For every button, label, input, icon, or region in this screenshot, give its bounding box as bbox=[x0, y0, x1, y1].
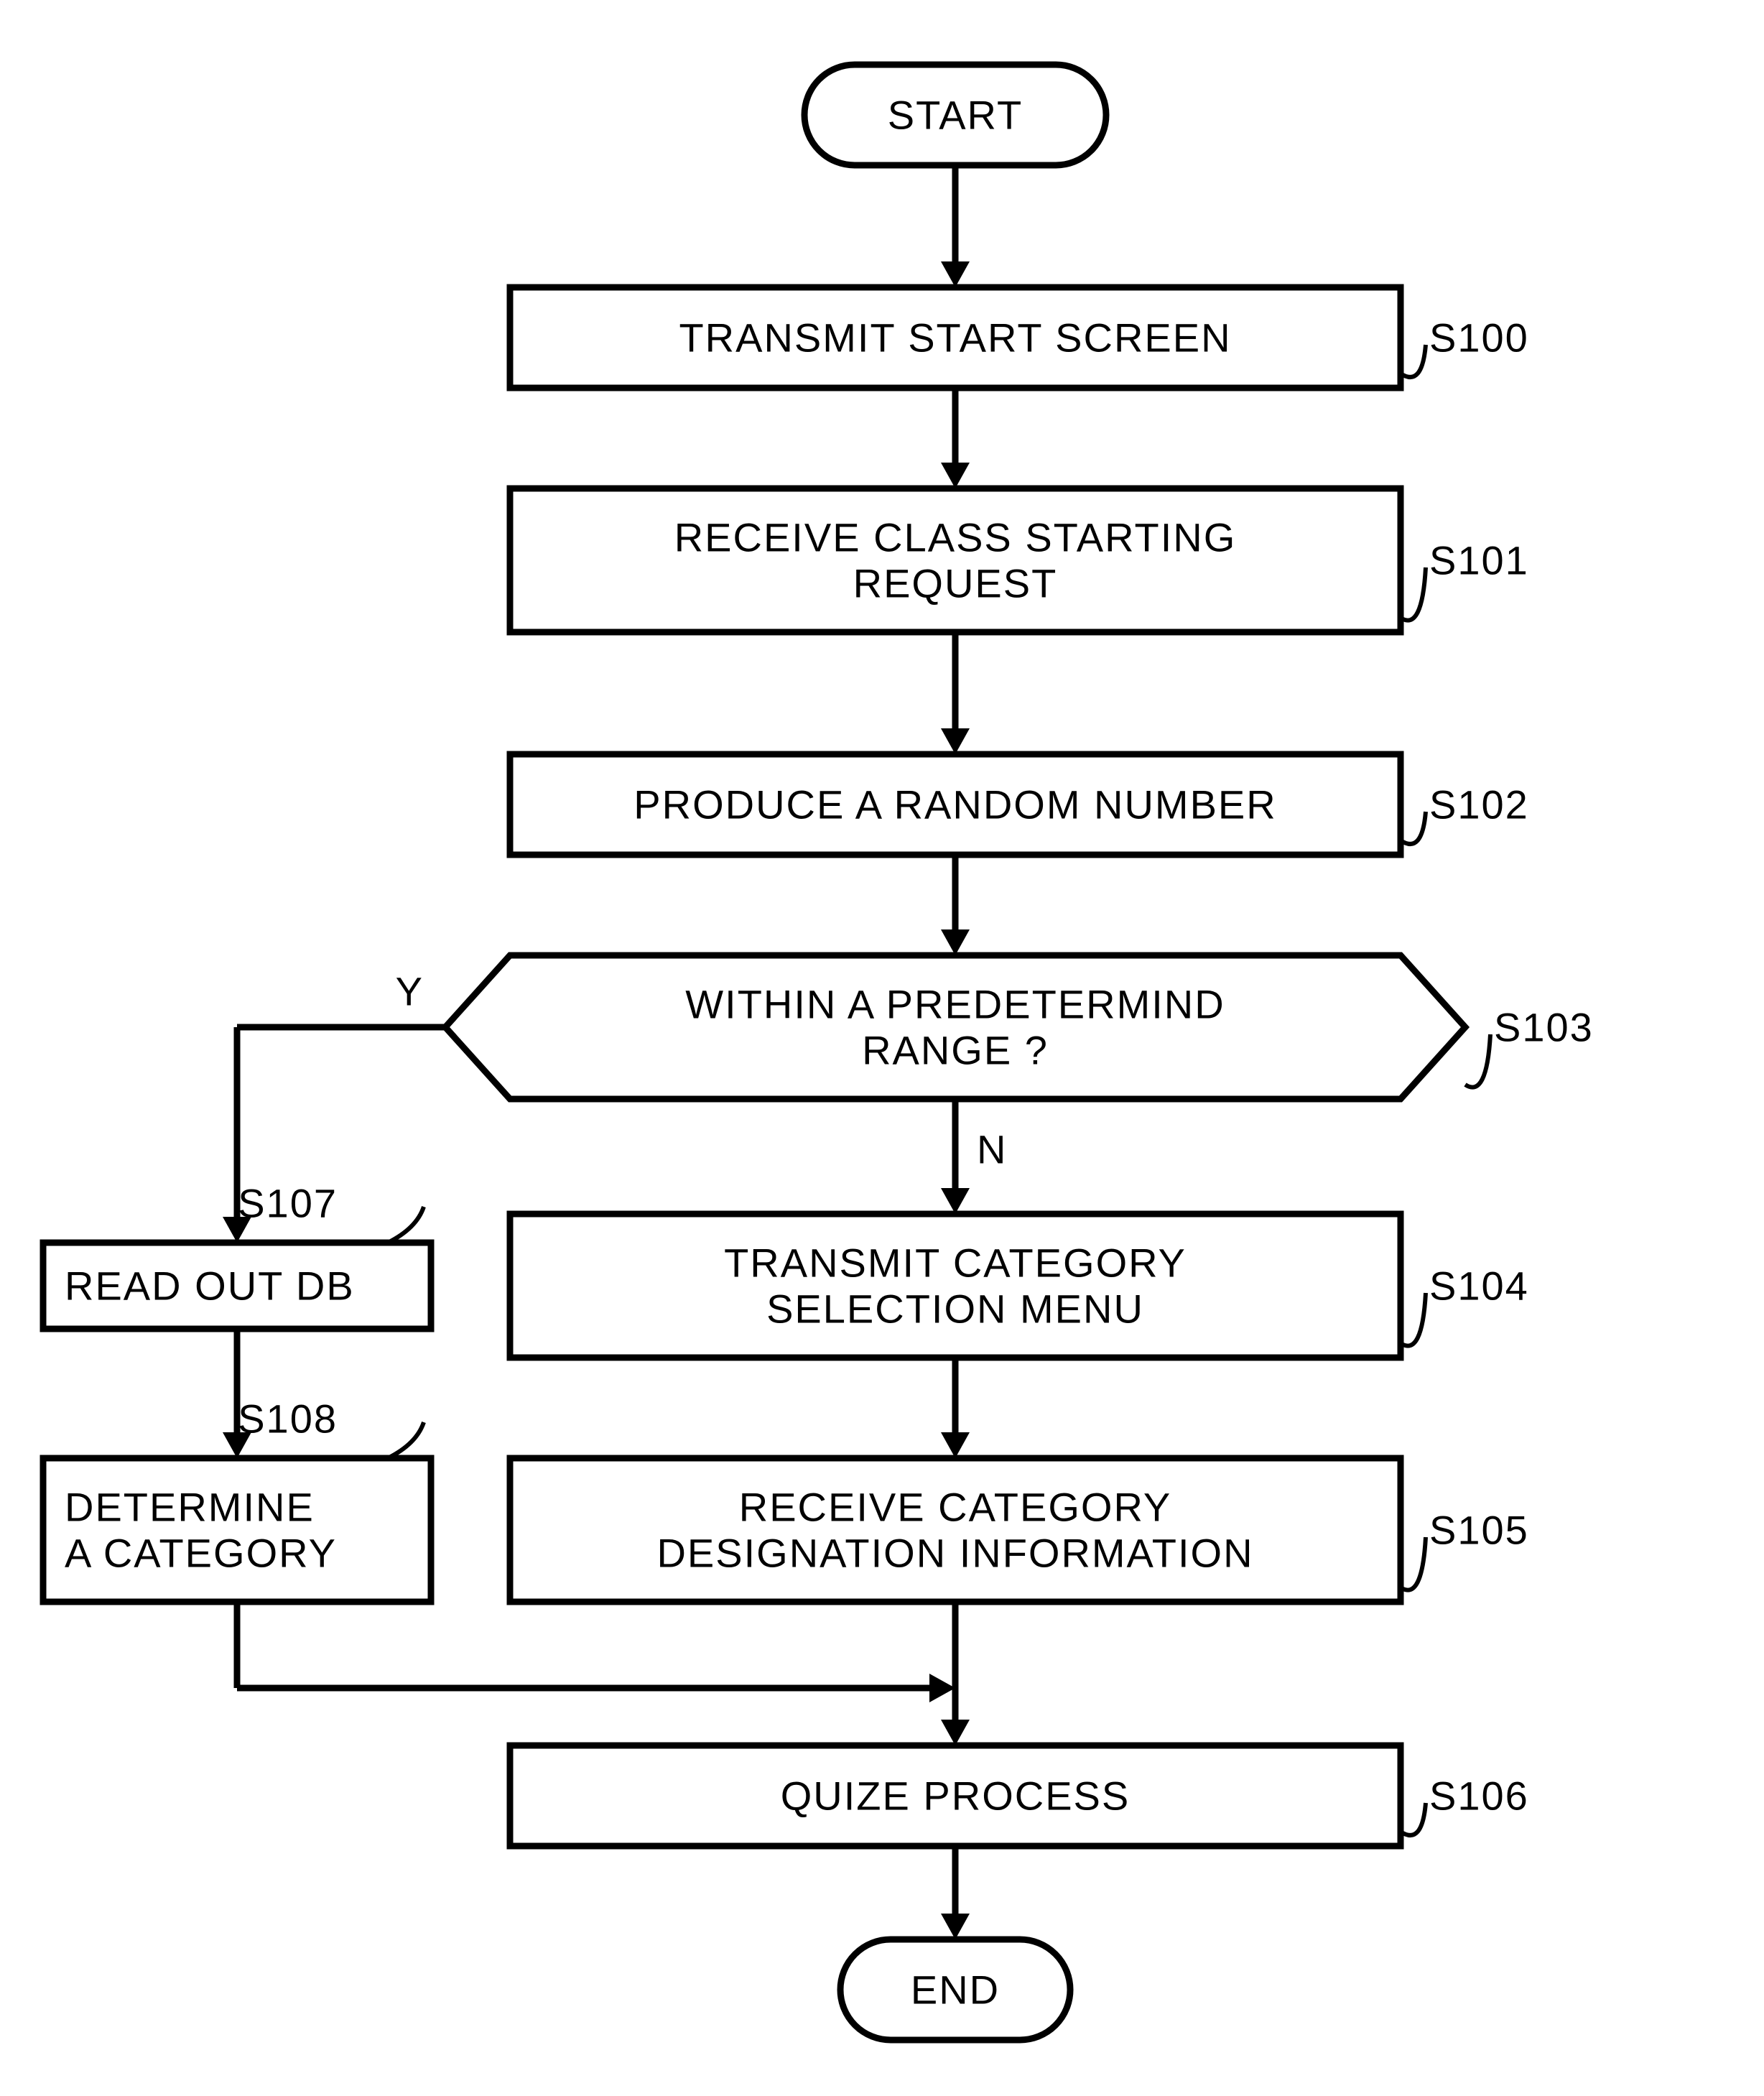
svg-text:A CATEGORY: A CATEGORY bbox=[65, 1531, 337, 1576]
svg-text:PRODUCE A RANDOM NUMBER: PRODUCE A RANDOM NUMBER bbox=[633, 782, 1276, 827]
svg-text:TRANSMIT CATEGORY: TRANSMIT CATEGORY bbox=[724, 1240, 1187, 1285]
svg-text:END: END bbox=[911, 1967, 1000, 2013]
svg-text:WITHIN A PREDETERMIND: WITHIN A PREDETERMIND bbox=[685, 981, 1225, 1026]
svg-text:DESIGNATION INFORMATION: DESIGNATION INFORMATION bbox=[656, 1531, 1253, 1576]
svg-text:SELECTION MENU: SELECTION MENU bbox=[766, 1286, 1144, 1332]
step-label-s108: S108 bbox=[238, 1396, 338, 1442]
step-label-s107: S107 bbox=[238, 1181, 338, 1226]
step-label-s104: S104 bbox=[1429, 1263, 1529, 1309]
flowchart-canvas: N Y START TRANSMIT START SCREEN S100 RECEIVE … bbox=[0, 0, 1764, 2096]
svg-text:RANGE ?: RANGE ? bbox=[862, 1028, 1049, 1073]
svg-text:RECEIVE CLASS STARTING: RECEIVE CLASS STARTING bbox=[674, 514, 1237, 560]
svg-text:DETERMINE: DETERMINE bbox=[65, 1484, 315, 1529]
svg-text:READ OUT DB: READ OUT DB bbox=[65, 1263, 355, 1309]
edge-label-s103-s107: Y bbox=[396, 969, 424, 1014]
svg-text:REQUEST: REQUEST bbox=[853, 561, 1058, 606]
svg-text:START: START bbox=[888, 93, 1023, 138]
svg-text:TRANSMIT START SCREEN: TRANSMIT START SCREEN bbox=[679, 315, 1231, 361]
step-label-s105: S105 bbox=[1429, 1508, 1529, 1553]
step-label-s102: S102 bbox=[1429, 782, 1529, 827]
svg-text:RECEIVE CATEGORY: RECEIVE CATEGORY bbox=[739, 1484, 1172, 1529]
step-label-s106: S106 bbox=[1429, 1773, 1529, 1819]
edge-label-s103-s104: N bbox=[977, 1127, 1007, 1172]
svg-text:QUIZE PROCESS: QUIZE PROCESS bbox=[781, 1773, 1131, 1819]
step-label-s100: S100 bbox=[1429, 315, 1529, 361]
step-label-s101: S101 bbox=[1429, 538, 1529, 583]
step-label-s103: S103 bbox=[1494, 1005, 1594, 1050]
